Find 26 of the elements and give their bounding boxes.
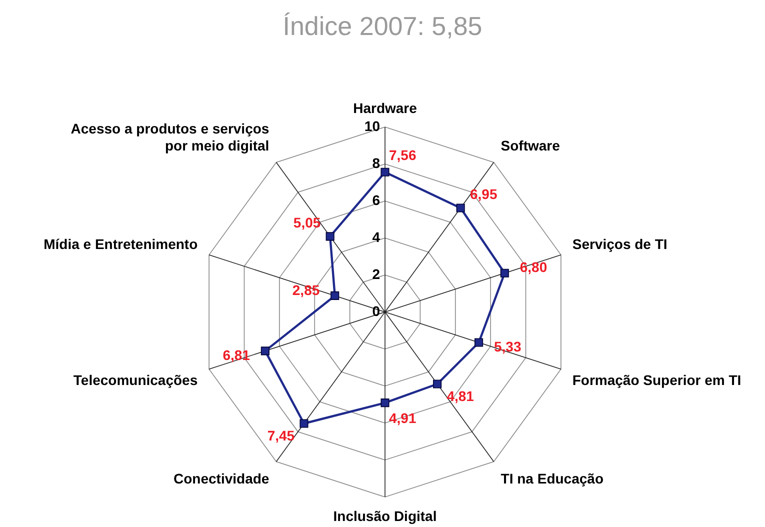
data-label: 2,85 — [292, 282, 320, 298]
spoke-label: Serviços de TI — [572, 236, 668, 252]
y-tick-label: 10 — [364, 118, 380, 134]
spoke-label: Telecomunicações — [73, 372, 198, 388]
data-label: 6,81 — [222, 346, 250, 363]
spoke-label: Software — [500, 138, 560, 154]
chart-title: Índice 2007: 5,85 — [282, 11, 482, 41]
spoke-label: Hardware — [353, 100, 418, 116]
y-tick-label: 6 — [372, 192, 380, 208]
y-tick-label: 8 — [372, 155, 380, 171]
spoke-label: Acesso a produtos e serviços por meio digital — [70, 120, 270, 154]
spoke-label: Inclusão Digital — [333, 508, 437, 524]
data-label: 7,45 — [267, 427, 295, 444]
data-label: 6,95 — [470, 186, 498, 202]
data-label: 4,91 — [389, 410, 416, 426]
y-tick-label: 2 — [372, 266, 380, 282]
data-label: 5,33 — [494, 338, 522, 354]
spoke-label: Formação Superior em TI — [572, 372, 742, 388]
spoke-label: Conectividade — [174, 470, 270, 486]
data-label: 5,05 — [293, 214, 321, 230]
spoke-label: Mídia e Entretenimento — [44, 236, 198, 252]
data-label: 6,80 — [520, 259, 548, 276]
data-label: 7,56 — [389, 147, 416, 164]
y-tick-label: 4 — [372, 229, 380, 245]
data-label: 4,81 — [446, 388, 474, 404]
spoke-label: TI na Educação — [500, 470, 604, 486]
